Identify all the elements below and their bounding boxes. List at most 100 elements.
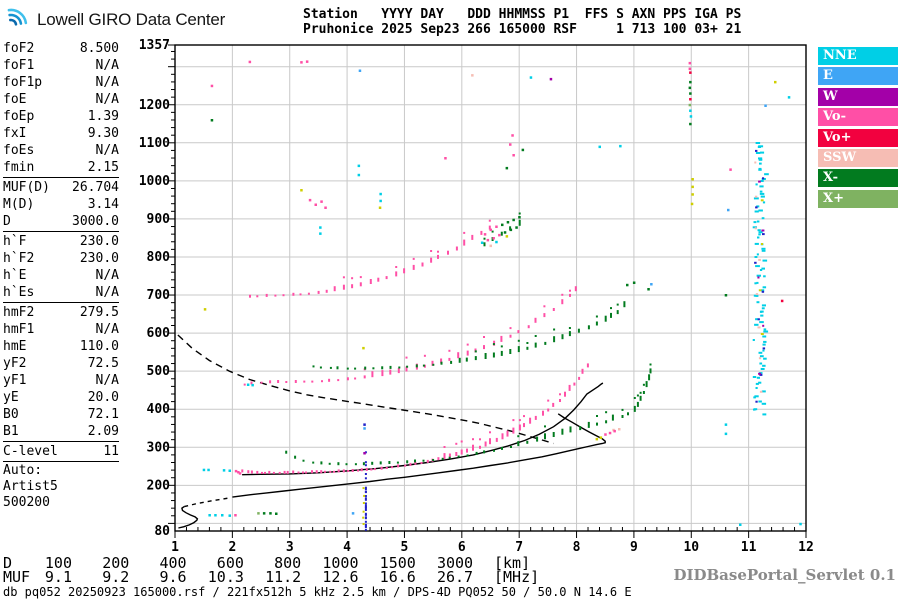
param-value: 279.5 bbox=[79, 305, 119, 320]
param-label: yF1 bbox=[3, 373, 27, 388]
scale-value: 1000 bbox=[322, 554, 359, 572]
x-axis-labels: 1 2 3 4 5 6 7 8 9 10 11 12 bbox=[171, 540, 814, 555]
param-label: D bbox=[3, 214, 11, 229]
param-label: h`E bbox=[3, 268, 27, 283]
echo-traces bbox=[241, 212, 652, 474]
y-tick-label: 900 bbox=[147, 212, 171, 227]
param-value: N/A bbox=[95, 58, 119, 73]
scale-value: 16.6 bbox=[379, 568, 416, 586]
param-label: fxI bbox=[3, 126, 27, 141]
x-tick-label: 10 bbox=[683, 540, 699, 555]
param-row-mufd: MUF(D) 26.704 bbox=[3, 179, 119, 196]
param-value: 8.500 bbox=[79, 41, 119, 56]
param-label: B1 bbox=[3, 424, 19, 439]
param-value: 230.0 bbox=[79, 234, 119, 249]
param-label: yF2 bbox=[3, 356, 27, 371]
param-value: N/A bbox=[95, 75, 119, 90]
y-tick-label: 600 bbox=[147, 326, 171, 341]
param-value: 2.09 bbox=[87, 424, 119, 439]
streak-rfi-column-mixed-salmon bbox=[754, 161, 763, 393]
param-row-md: M(D) 3.14 bbox=[3, 196, 119, 213]
param-row-hme: hmE 110.0 bbox=[3, 338, 119, 355]
legend-item-e: E bbox=[818, 67, 898, 86]
legend-item-ssw: SSW bbox=[818, 148, 898, 167]
param-row-fof1p: foF1p N/A bbox=[3, 74, 119, 91]
param-divider bbox=[3, 461, 119, 462]
y-tick-label: 800 bbox=[147, 250, 171, 265]
ionogram-file-info: db pq052 20250923 165000.rsf / 221fx512h… bbox=[3, 585, 632, 599]
logo-text: Lowell GIRO Data Center bbox=[37, 9, 226, 29]
scale-value: 400 bbox=[159, 554, 187, 572]
param-label: h`F bbox=[3, 234, 27, 249]
scale-row-d: D 100 200 400 600 800 1000 1500 3000 [km] bbox=[0, 554, 900, 572]
streak-interference-4.3-mhz-upper bbox=[364, 451, 367, 489]
param-row-b1: B1 2.09 bbox=[3, 423, 119, 440]
y-tick-label: 300 bbox=[147, 440, 171, 455]
scale-value: 9.6 bbox=[159, 568, 187, 586]
streak-rfi-column-mixed-navy bbox=[754, 149, 766, 403]
scale-row-label: D bbox=[3, 554, 13, 572]
param-value: 11 bbox=[103, 444, 119, 459]
x-tick-label: 4 bbox=[343, 540, 351, 555]
curve-profile-valley-(model) bbox=[184, 497, 230, 508]
param-divider bbox=[3, 231, 119, 232]
plot-border bbox=[174, 44, 807, 532]
legend-item-x: X- bbox=[818, 169, 898, 188]
param-row-fof1: foF1 N/A bbox=[3, 57, 119, 74]
param-label: hmF2 bbox=[3, 305, 35, 320]
param-row-ye: yE 20.0 bbox=[3, 389, 119, 406]
param-row-foep: foEp 1.39 bbox=[3, 108, 119, 125]
param-row-hf2: h`F2 230.0 bbox=[3, 250, 119, 267]
y-tick-label: 500 bbox=[147, 364, 171, 379]
param-label: foF1 bbox=[3, 58, 35, 73]
station-header-line2: Pruhonice 2025 Sep23 266 165000 RSF 1 71… bbox=[303, 22, 742, 37]
param-label: B0 bbox=[3, 407, 19, 422]
lowell-giro-logo: Lowell GIRO Data Center bbox=[6, 4, 225, 35]
param-value: 26.704 bbox=[72, 180, 119, 195]
param-label: foE bbox=[3, 92, 27, 107]
legend-item-vo: Vo+ bbox=[818, 128, 898, 147]
param-label: MUF(D) bbox=[3, 180, 50, 195]
param-value: 72.1 bbox=[87, 407, 119, 422]
param-row-clevel: C-level 11 bbox=[3, 443, 119, 460]
scale-value: 10.3 bbox=[207, 568, 244, 586]
scale-value: 100 bbox=[44, 554, 72, 572]
y-tick-label: 700 bbox=[147, 288, 171, 303]
param-value: 20.0 bbox=[87, 390, 119, 405]
legend-item-w: W bbox=[818, 87, 898, 106]
param-value: N/A bbox=[95, 143, 119, 158]
scale-unit: [MHz] bbox=[494, 568, 540, 586]
y-tick-label: 1000 bbox=[139, 174, 170, 189]
x-tick-label: 9 bbox=[630, 540, 638, 555]
param-value: 9.30 bbox=[87, 126, 119, 141]
scale-row-muf: MUF 9.1 9.2 9.6 10.3 11.2 12.6 16.6 26.7 [MHz] bbox=[0, 568, 900, 586]
streak-interference-4.3-mhz-low bbox=[364, 488, 367, 531]
x-tick-label: 7 bbox=[515, 540, 523, 555]
streak-rfi-column-mixed-yellow bbox=[758, 199, 764, 335]
scattered-echo-specks bbox=[202, 60, 802, 526]
param-value: 3000.0 bbox=[72, 214, 119, 229]
x-tick-label: 5 bbox=[401, 540, 409, 555]
param-value: N/A bbox=[95, 285, 119, 300]
y-tick-label: 1100 bbox=[139, 136, 170, 151]
streak-interference-4.3-mhz-yellow bbox=[362, 487, 366, 525]
param-label: yE bbox=[3, 390, 19, 405]
autoscaling-info-line: 500200 bbox=[3, 495, 50, 510]
param-divider bbox=[3, 302, 119, 303]
param-row-b0: B0 72.1 bbox=[3, 406, 119, 423]
trace-f-trace-3rd-hop-o-mode bbox=[249, 219, 491, 298]
giro-signal-icon bbox=[6, 4, 33, 35]
param-row-fmin: fmin 2.15 bbox=[3, 159, 119, 176]
autoscaling-info-line: Auto: bbox=[3, 463, 43, 478]
station-header-line1: Station YYYY DAY DDD HHMMSS P1 FFS S AXN… bbox=[303, 7, 742, 22]
curve-muf-transmission-curve bbox=[177, 334, 554, 445]
scale-value: 12.6 bbox=[322, 568, 359, 586]
gridlines bbox=[175, 45, 806, 531]
param-row-hf: h`F 230.0 bbox=[3, 233, 119, 250]
scale-value: 600 bbox=[216, 554, 244, 572]
param-value: N/A bbox=[95, 373, 119, 388]
x-tick-label: 8 bbox=[573, 540, 581, 555]
servlet-watermark: DIDBasePortal_Servlet 0.1 bbox=[673, 566, 896, 584]
param-value: 3.14 bbox=[87, 197, 119, 212]
